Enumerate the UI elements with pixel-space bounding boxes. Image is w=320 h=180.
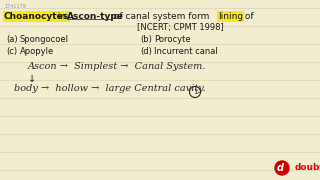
Text: of canal system form: of canal system form <box>111 12 212 21</box>
Text: (c): (c) <box>6 47 17 56</box>
Text: in: in <box>55 12 69 21</box>
Text: 1: 1 <box>193 89 197 95</box>
Text: Incurrent canal: Incurrent canal <box>154 47 218 56</box>
Text: Ascon-type: Ascon-type <box>67 12 124 21</box>
Text: d: d <box>276 163 284 173</box>
Text: doubtnut: doubtnut <box>295 163 320 172</box>
Text: lining: lining <box>218 12 243 21</box>
Text: (a): (a) <box>6 35 18 44</box>
Text: body →  hollow →  large Central cavity.: body → hollow → large Central cavity. <box>14 84 206 93</box>
Text: Choanocytes: Choanocytes <box>4 12 69 21</box>
Text: [NCERT; CPMT 1998]: [NCERT; CPMT 1998] <box>137 23 223 32</box>
Text: Ascon →  Simplest →  Canal System.: Ascon → Simplest → Canal System. <box>28 62 206 71</box>
Text: (d): (d) <box>140 47 152 56</box>
Text: ↓: ↓ <box>28 74 36 84</box>
Text: of: of <box>242 12 254 21</box>
Text: (b): (b) <box>140 35 152 44</box>
Text: Spongocoel: Spongocoel <box>20 35 69 44</box>
Text: Apopyle: Apopyle <box>20 47 54 56</box>
Text: 1741179: 1741179 <box>4 4 26 9</box>
Text: Porocyte: Porocyte <box>154 35 191 44</box>
Circle shape <box>275 161 289 175</box>
